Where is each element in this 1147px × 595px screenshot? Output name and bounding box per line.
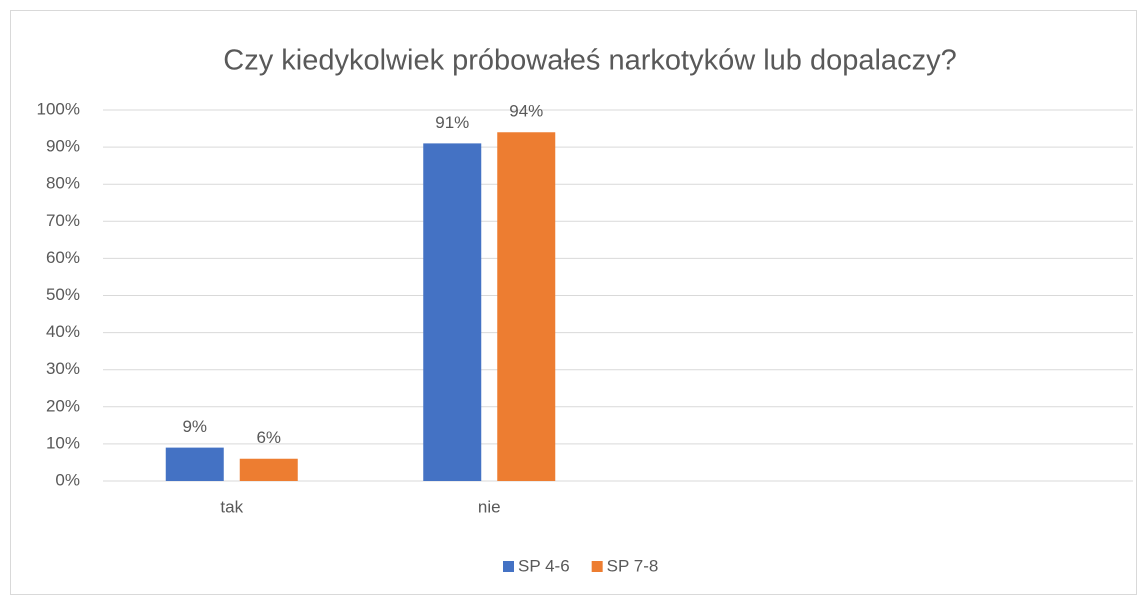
bar [165,447,224,481]
y-tick-label: 50% [46,285,80,304]
y-tick-label: 90% [46,137,80,156]
chart-title: Czy kiedykolwiek próbowałeś narkotyków l… [223,45,956,77]
y-tick-label: 70% [46,211,80,230]
bar [423,143,482,481]
bar [239,458,298,481]
legend-swatch [503,561,514,572]
data-label: 91% [435,113,469,132]
y-tick-label: 80% [46,174,80,193]
data-label: 9% [182,417,207,436]
data-label: 6% [256,428,281,447]
chart-border [10,10,1137,595]
bar [497,132,556,481]
x-tick-label: tak [220,497,243,516]
y-tick-label: 0% [55,470,80,489]
data-label: 94% [509,102,543,121]
y-tick-label: 10% [46,433,80,452]
legend-label: SP 4-6 [518,556,570,575]
y-tick-label: 40% [46,322,80,341]
legend-label: SP 7-8 [607,556,659,575]
x-tick-label: nie [478,497,501,516]
y-tick-label: 30% [46,359,80,378]
y-tick-label: 100% [37,99,80,118]
legend-swatch [591,561,603,572]
y-tick-label: 20% [46,396,80,415]
y-tick-label: 60% [46,248,80,267]
